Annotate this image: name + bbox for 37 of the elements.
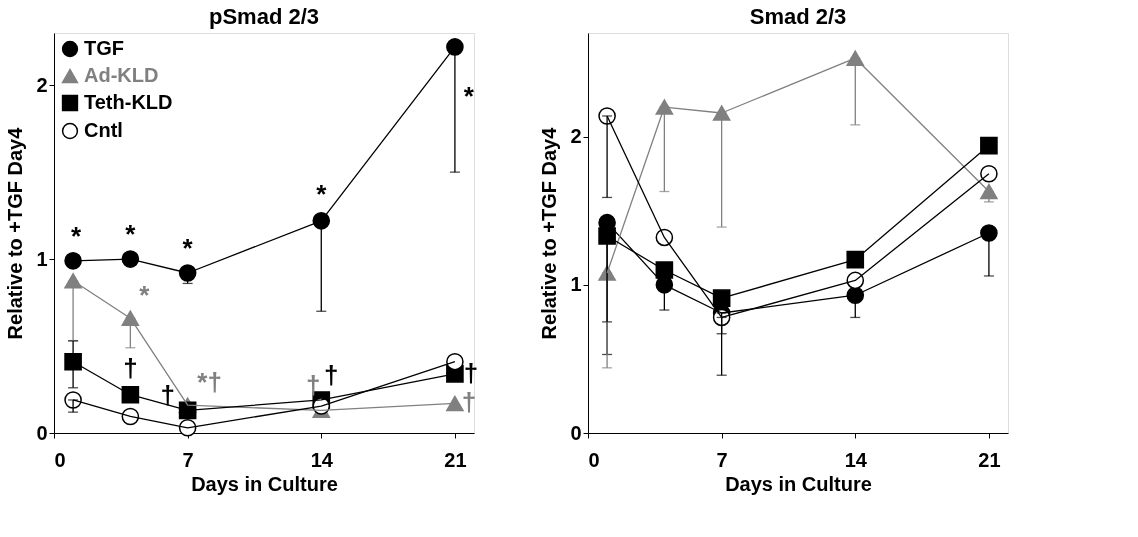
y-axis-title: Relative to +TGF Day4 <box>4 126 27 340</box>
annotation: *† <box>197 367 222 398</box>
x-tick-label: 14 <box>310 448 334 471</box>
x-tick-label: 14 <box>844 448 868 471</box>
y-tick-label: 0 <box>36 421 48 444</box>
chart-title: pSmad 2/3 <box>208 4 320 29</box>
annotation: * <box>71 220 83 251</box>
legend-label: Teth-KLD <box>84 91 173 113</box>
x-tick-label: 21 <box>978 448 1001 471</box>
y-tick-label: 0 <box>570 421 582 444</box>
x-axis-title: Days in Culture <box>725 472 872 495</box>
annotation: † <box>123 352 138 383</box>
x-axis-title: Days in Culture <box>191 472 338 495</box>
y-tick-label: 1 <box>570 273 582 296</box>
y-tick-label: 1 <box>36 247 48 270</box>
annotation: † <box>324 359 339 390</box>
annotation: * <box>139 280 151 311</box>
x-tick-label: 0 <box>588 448 600 471</box>
y-tick-label: 2 <box>36 73 48 96</box>
annotation: † <box>160 380 175 411</box>
legend-label: Cntl <box>84 119 123 141</box>
annotation: * <box>463 80 475 111</box>
annotation: * <box>182 233 194 263</box>
annotation: * <box>125 219 137 250</box>
x-tick-label: 0 <box>54 448 66 471</box>
y-tick-label: 2 <box>570 125 582 148</box>
annotation: * <box>316 178 328 209</box>
chart-title: Smad 2/3 <box>749 4 847 29</box>
annotation: † <box>463 357 479 388</box>
x-tick-label: 7 <box>716 448 728 471</box>
x-tick-label: 7 <box>182 448 194 471</box>
legend-label: TGF <box>84 37 124 59</box>
legend-label: Ad-KLD <box>84 64 159 86</box>
y-axis-title: Relative to +TGF Day4 <box>538 126 561 340</box>
annotation: † <box>461 387 477 418</box>
x-tick-label: 21 <box>444 448 467 471</box>
annotation: † <box>306 370 321 401</box>
